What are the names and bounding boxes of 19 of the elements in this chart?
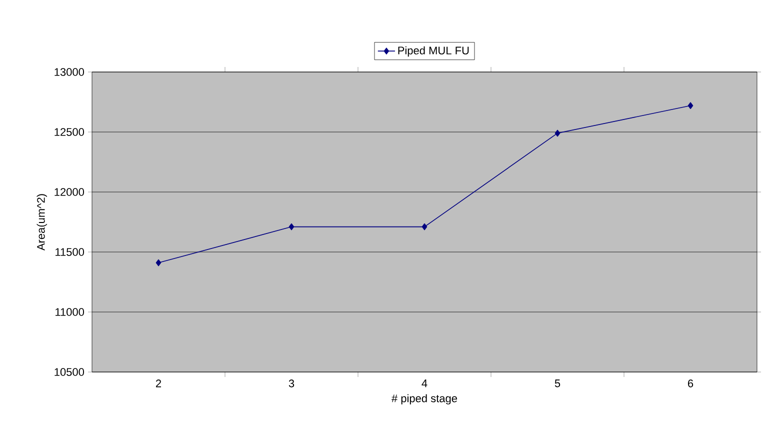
y-tick-label: 12000 [54,188,84,196]
point [688,102,694,109]
y-tick-label: 13000 [54,68,84,76]
legend-label: Piped MUL FU [398,46,469,57]
point [554,130,560,137]
y-tick-label: 12500 [54,128,84,136]
x-tick-label: 2 [156,380,162,388]
y-tick-label: 10500 [54,368,84,376]
point [156,259,162,266]
x-tick-label: 5 [554,380,560,388]
x-tick-label: 6 [688,380,694,388]
y-axis-title: Area(um^2) [36,194,48,251]
point [422,223,428,230]
point [288,223,294,230]
y-tick-label: 11000 [56,308,84,316]
y-tick-label: 11500 [56,248,84,256]
x-tick-label: 4 [422,380,428,388]
x-axis-title: # piped stage [392,394,458,404]
x-tick-label: 3 [288,380,294,388]
